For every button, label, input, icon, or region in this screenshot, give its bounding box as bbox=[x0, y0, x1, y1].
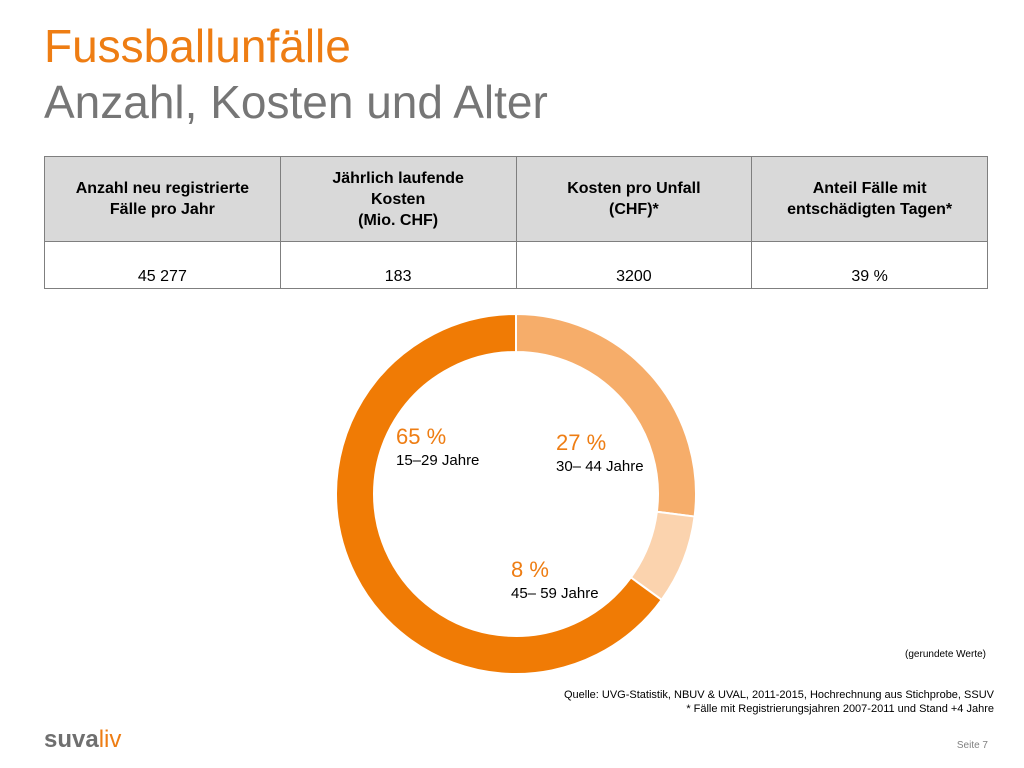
source-line: Quelle: UVG-Statistik, NBUV & UVAL, 2011… bbox=[563, 689, 994, 701]
cell-laufende-kosten: 183 bbox=[279, 241, 517, 289]
donut-labels: 27 % 30– 44 Jahre 8 % 45– 59 Jahre 65 % 15–29… bbox=[396, 424, 644, 602]
col-header-anteil-faelle: Anteil Fälle mit entschädigten Tagen* bbox=[751, 156, 988, 242]
table-row: 45 277 183 3200 39 % bbox=[44, 241, 988, 289]
donut-segments bbox=[335, 312, 697, 675]
slice-percent-label: 8 % bbox=[511, 557, 549, 582]
slice-percent-label: 27 % bbox=[556, 430, 606, 455]
col-header-kosten-pro-unfall: Kosten pro Unfall (CHF)* bbox=[515, 156, 753, 242]
source-note: Quelle: UVG-Statistik, NBUV & UVAL, 2011… bbox=[564, 688, 994, 716]
page-number: Seite 7 bbox=[956, 740, 988, 751]
cell-anteil-faelle: 39 % bbox=[751, 241, 988, 289]
facts-table: Anzahl neu registrierte Fälle pro Jahr J… bbox=[44, 156, 988, 289]
slide-title: Fussballunfälle bbox=[44, 20, 351, 72]
footnote-line: * Fälle mit Registrierungsjahren 2007-20… bbox=[686, 703, 994, 715]
suvaliv-logo: suvaliv bbox=[44, 726, 122, 753]
slice-age-label: 30– 44 Jahre bbox=[556, 458, 644, 475]
slice-age-label: 15–29 Jahre bbox=[396, 452, 479, 469]
slice-percent-label: 65 % bbox=[396, 424, 446, 449]
slice-age-label: 45– 59 Jahre bbox=[511, 585, 599, 602]
col-header-laufende-kosten: Jährlich laufende Kosten (Mio. CHF) bbox=[279, 156, 517, 242]
donut-slice-3 bbox=[335, 312, 664, 675]
donut-slice-1 bbox=[515, 312, 697, 518]
cell-neue-faelle: 45 277 bbox=[44, 241, 281, 289]
cell-kosten-pro-unfall: 3200 bbox=[515, 241, 753, 289]
table-header-row: Anzahl neu registrierte Fälle pro Jahr J… bbox=[44, 156, 988, 242]
col-header-neue-faelle: Anzahl neu registrierte Fälle pro Jahr bbox=[44, 156, 281, 242]
rounding-note: (gerundete Werte) bbox=[905, 649, 986, 660]
slide-subtitle: Anzahl, Kosten und Alter bbox=[44, 76, 548, 128]
